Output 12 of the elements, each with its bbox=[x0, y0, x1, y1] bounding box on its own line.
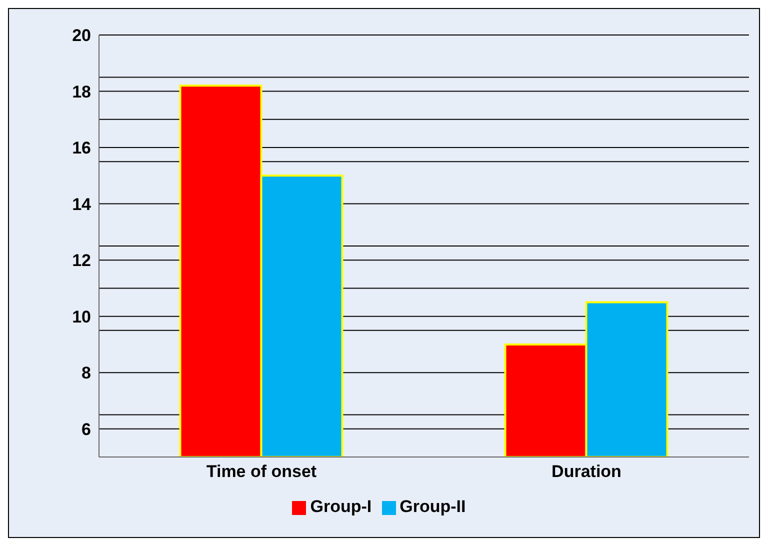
legend-label: Group-I bbox=[310, 497, 372, 516]
y-tick-label: 14 bbox=[72, 194, 92, 214]
x-tick-label: Duration bbox=[552, 462, 622, 482]
y-tick-label: 10 bbox=[72, 307, 91, 326]
y-tick-label: 12 bbox=[72, 251, 91, 270]
y-tick-label: 20 bbox=[72, 26, 91, 46]
y-tick-label: 16 bbox=[72, 138, 91, 158]
legend-label: Group-II bbox=[400, 497, 466, 516]
y-tick-label: 18 bbox=[72, 82, 91, 102]
y-tick-label: 8 bbox=[82, 364, 91, 383]
y-tick-label: 6 bbox=[82, 420, 91, 439]
x-tick-label: Time of onset bbox=[206, 462, 317, 482]
